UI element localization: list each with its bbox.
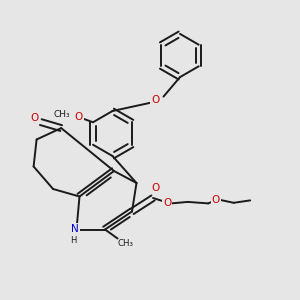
Text: N: N (71, 224, 79, 234)
Text: O: O (212, 195, 220, 205)
Text: O: O (30, 112, 38, 123)
Text: CH₃: CH₃ (54, 110, 70, 119)
Text: O: O (74, 112, 83, 122)
Text: H: H (70, 236, 77, 245)
Text: O: O (151, 94, 159, 105)
Text: O: O (152, 183, 160, 194)
Text: CH₃: CH₃ (118, 238, 134, 247)
Text: O: O (163, 198, 172, 208)
